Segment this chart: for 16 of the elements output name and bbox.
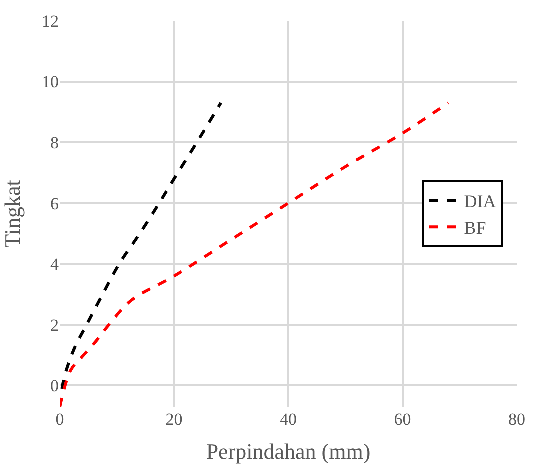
y-tick-label: 10 (42, 72, 59, 92)
line-series (60, 102, 450, 407)
y-tick-label: 0 (50, 376, 59, 396)
y-axis-title: Tingkat (0, 180, 25, 248)
y-tick-label: 12 (42, 12, 59, 31)
x-tick-label: 80 (508, 410, 526, 429)
x-tick-label: 40 (280, 410, 297, 429)
x-axis-title: Perpindahan (mm) (206, 438, 371, 464)
legend-label: DIA (464, 192, 496, 212)
y-tick-label: 6 (50, 194, 59, 214)
legend-label: BF (464, 218, 486, 238)
x-tick-label: 20 (166, 410, 183, 429)
y-tick-label: 2 (50, 316, 59, 335)
y-tick-label: 4 (50, 255, 60, 274)
x-tick-label: 60 (394, 410, 412, 429)
y-tick-label: 8 (50, 134, 59, 153)
